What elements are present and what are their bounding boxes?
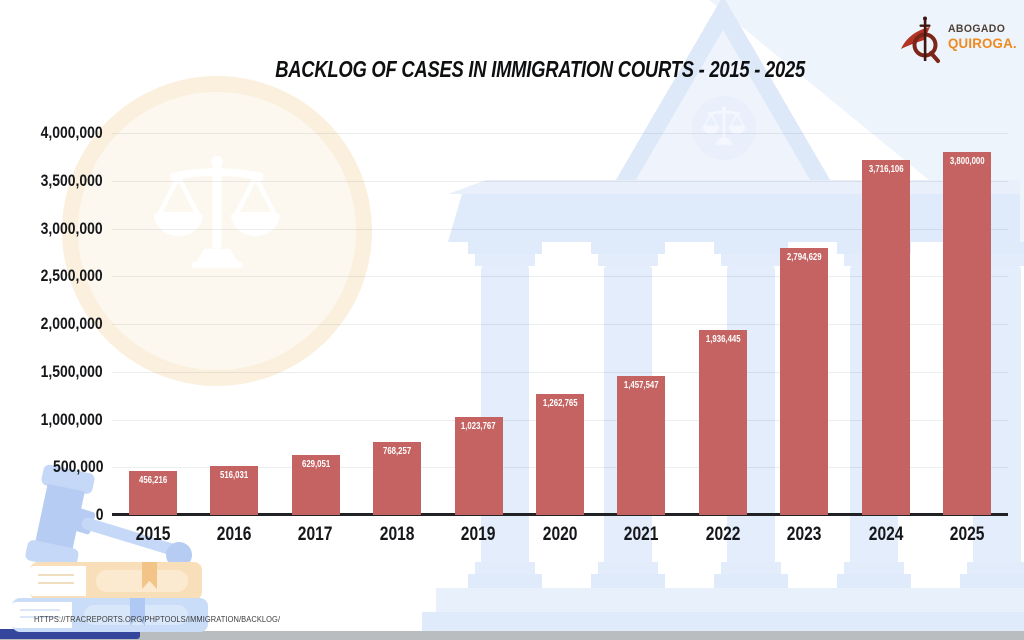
x-axis-tick-label: 2019 (461, 524, 496, 545)
bar-2016: 516,031 (210, 465, 259, 515)
abogado-quiroga-logo: ABOGADO QUIROGA. (900, 16, 1020, 66)
bar-2017: 629,051 (291, 454, 340, 515)
x-axis-tick-label: 2020 (542, 524, 578, 545)
bar-value-label: 2,794,629 (787, 252, 822, 264)
courthouse-column-part (591, 574, 665, 588)
x-axis-tick-label: 2024 (868, 524, 904, 545)
courthouse-architrave (448, 180, 1020, 194)
scales-of-justice-icon (154, 155, 280, 269)
y-axis-tick-label: 1,500,000 (40, 361, 103, 381)
bar-value-label: 629,051 (301, 458, 330, 470)
book-bookmark-ribbon (142, 562, 157, 589)
logo-name-bottom: QUIROGA. (948, 34, 1017, 51)
y-axis-tick-label: 1,000,000 (40, 409, 103, 429)
courthouse-column-part (598, 254, 658, 266)
bar-2018: 768,257 (373, 441, 422, 515)
source-url: HTTPS://TRACREPORTS.ORG/PHPTOOLS/IMMIGRA… (34, 614, 314, 624)
y-axis-tick-label: 2,000,000 (40, 314, 103, 333)
courthouse-column-part (481, 266, 529, 562)
courthouse-column-part (475, 254, 535, 266)
courthouse-column-part (468, 574, 542, 588)
courthouse-step-lower (422, 612, 1024, 631)
chart-title-text: BACKLOG OF CASES IN IMMIGRATION COURTS -… (275, 56, 805, 82)
courthouse-column-part (960, 574, 1024, 588)
bar-2015: 456,216 (128, 471, 177, 515)
chart-title: BACKLOG OF CASES IN IMMIGRATION COURTS -… (0, 56, 1024, 83)
courthouse-column-part (714, 242, 788, 254)
courthouse-column-part (468, 242, 542, 254)
courthouse-column-part (714, 574, 788, 588)
courthouse-column-part (844, 562, 904, 574)
x-axis-tick-label: 2017 (298, 524, 333, 545)
courthouse-column-part (475, 562, 535, 574)
bar-2025: 3,800,000 (943, 152, 992, 515)
bar-value-label: 3,716,106 (868, 164, 904, 176)
logo-text: ABOGADO QUIROGA. (948, 23, 1020, 51)
book-pages (12, 602, 72, 628)
courthouse-column-part (591, 242, 665, 254)
bar-2021: 1,457,547 (617, 375, 666, 515)
x-axis-tick-label: 2018 (379, 524, 415, 545)
gridline (112, 180, 1008, 182)
bar-2019: 1,023,767 (454, 417, 503, 515)
y-axis-tick-label: 3,500,000 (40, 170, 103, 190)
bar-value-label: 456,216 (138, 475, 167, 487)
y-axis-tick-label: 3,000,000 (40, 218, 103, 238)
bar-2023: 2,794,629 (780, 248, 829, 515)
book-navy-spine (0, 629, 140, 639)
y-axis-tick-label: 0 (95, 505, 103, 524)
gridline (112, 371, 1008, 373)
source-url-text: HTTPS://TRACREPORTS.ORG/PHPTOOLS/IMMIGRA… (34, 614, 281, 624)
gridline (112, 228, 1008, 230)
floor-strip (0, 631, 1024, 640)
gridline (112, 133, 1008, 134)
logo-q-sword-icon (901, 16, 940, 63)
x-axis-tick-label: 2015 (135, 524, 171, 545)
courthouse-column-part (598, 562, 658, 574)
justice-seal-circle (62, 76, 372, 386)
x-axis-tick-label: 2025 (949, 524, 985, 545)
courthouse-column-part (721, 254, 781, 266)
courthouse-column-part (837, 574, 911, 588)
bar-value-label: 516,031 (220, 469, 249, 481)
bar-value-label: 768,257 (382, 445, 412, 457)
bar-2020: 1,262,765 (536, 394, 584, 515)
bar-value-label: 1,023,767 (461, 421, 496, 433)
courthouse-column-part (967, 562, 1024, 574)
y-axis-tick-label: 4,000,000 (40, 123, 103, 142)
bar-2022: 1,936,445 (698, 330, 747, 515)
scales-emblem-circle (692, 96, 756, 160)
bar-value-label: 1,457,547 (624, 379, 659, 391)
book-bookmark-ribbon (130, 598, 145, 626)
x-axis-tick-label: 2021 (624, 524, 659, 545)
y-axis-tick-label: 2,500,000 (40, 266, 103, 286)
x-axis-tick-label: 2016 (216, 524, 252, 545)
bar-value-label: 1,936,445 (705, 334, 741, 346)
scales-of-justice-icon (702, 106, 746, 145)
bar-value-label: 1,262,765 (542, 398, 578, 410)
book-pages (30, 566, 86, 596)
gridline (112, 324, 1008, 325)
bar-value-label: 3,800,000 (949, 156, 985, 168)
courthouse-step-upper (436, 588, 1024, 612)
gridline (112, 276, 1008, 278)
x-axis-tick-label: 2023 (787, 524, 822, 545)
x-axis-tick-label: 2022 (705, 524, 741, 545)
logo-name-top: ABOGADO (948, 23, 1006, 35)
bar-2024: 3,716,106 (861, 160, 910, 515)
courthouse-column-part (721, 562, 781, 574)
courthouse-frieze (448, 194, 1020, 242)
y-axis-tick-label: 500,000 (52, 457, 103, 477)
